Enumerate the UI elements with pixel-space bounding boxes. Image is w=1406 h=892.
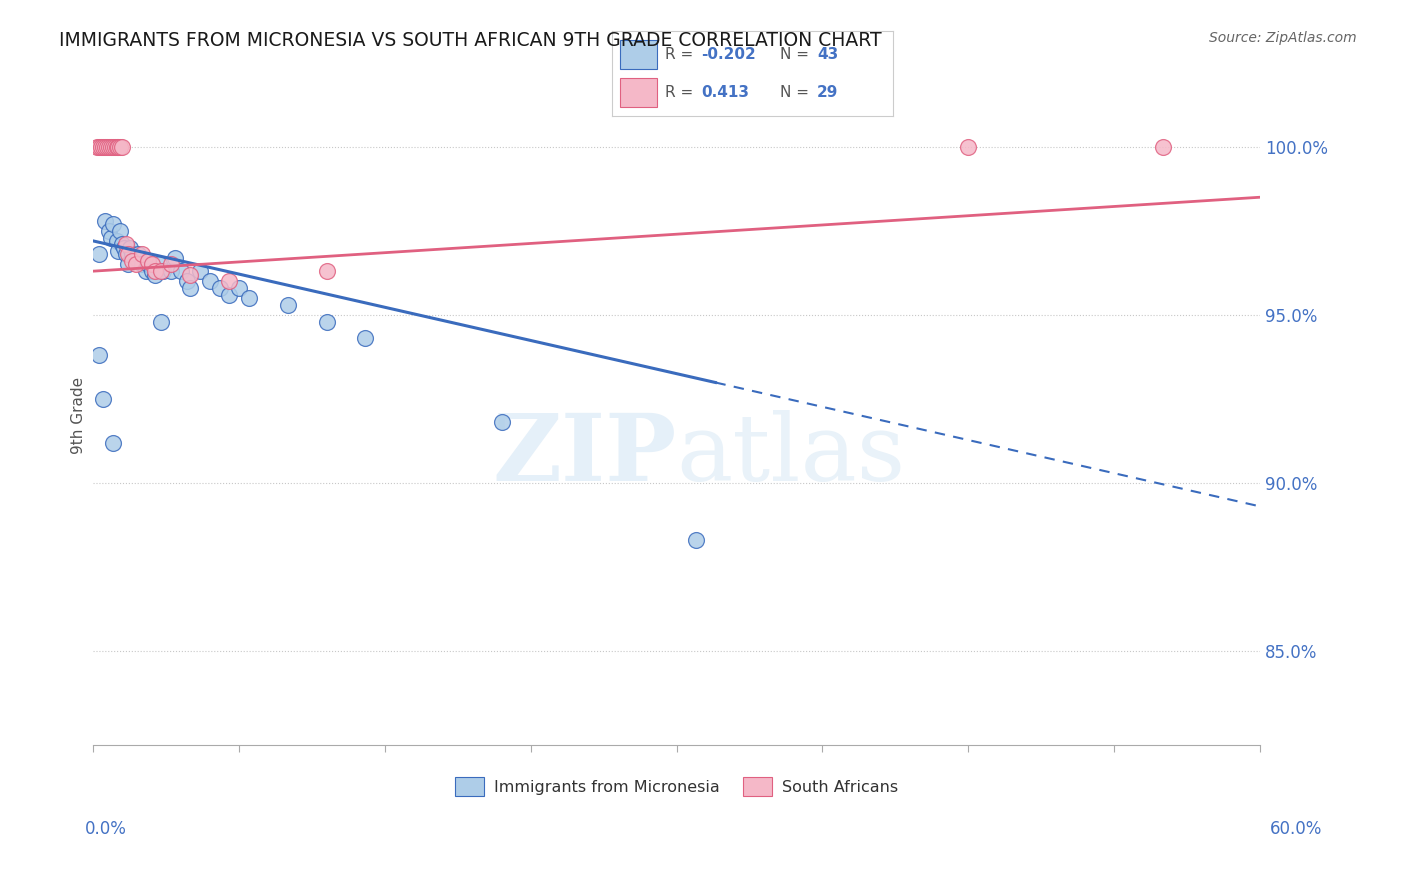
Point (121, 247, 143, 261)
Point (91, 140, 114, 154)
Point (101, 217, 124, 231)
Point (354, 331, 377, 345)
Point (163, 251, 186, 265)
Point (115, 247, 138, 261)
Point (145, 264, 167, 278)
Point (277, 298, 299, 312)
Point (96, 140, 118, 154)
Text: 29: 29 (817, 85, 838, 100)
Point (91, 392, 114, 406)
Point (141, 264, 163, 278)
Text: N =: N = (780, 47, 814, 62)
Point (87, 140, 110, 154)
Point (491, 416, 513, 430)
Point (145, 268, 167, 282)
Point (141, 257, 163, 271)
Text: Source: ZipAtlas.com: Source: ZipAtlas.com (1209, 31, 1357, 45)
Point (101, 435, 124, 450)
Point (685, 533, 707, 547)
Point (112, 241, 135, 255)
Point (176, 274, 198, 288)
Point (315, 315, 337, 329)
Point (957, 140, 980, 154)
Y-axis label: 9th Grade: 9th Grade (72, 377, 86, 454)
Point (228, 281, 250, 295)
Point (1152, 140, 1174, 154)
Legend: Immigrants from Micronesia, South Africans: Immigrants from Micronesia, South Africa… (449, 771, 904, 803)
Point (107, 140, 129, 154)
Text: N =: N = (780, 85, 814, 100)
Point (97, 140, 120, 154)
Point (136, 254, 159, 268)
Text: R =: R = (665, 85, 703, 100)
Text: IMMIGRANTS FROM MICRONESIA VS SOUTH AFRICAN 9TH GRADE CORRELATION CHART: IMMIGRANTS FROM MICRONESIA VS SOUTH AFRI… (59, 31, 882, 50)
Point (152, 264, 174, 278)
Point (111, 140, 134, 154)
Point (160, 257, 183, 271)
Text: 60.0%: 60.0% (1270, 820, 1323, 838)
Text: 0.413: 0.413 (702, 85, 749, 100)
Point (188, 264, 211, 278)
Point (110, 224, 132, 238)
Point (101, 140, 124, 154)
Point (87, 348, 110, 362)
Point (110, 140, 132, 154)
Text: atlas: atlas (676, 410, 905, 500)
Point (208, 281, 231, 295)
Point (148, 257, 170, 271)
Text: ZIP: ZIP (492, 410, 676, 500)
Point (115, 237, 138, 252)
Point (238, 291, 260, 305)
Point (97, 224, 120, 238)
Point (179, 268, 201, 282)
Text: 0.0%: 0.0% (84, 820, 127, 838)
Point (117, 257, 139, 271)
Bar (620, 40, 657, 70)
Text: R =: R = (665, 47, 699, 62)
Point (100, 230, 122, 244)
Point (111, 237, 134, 252)
Point (160, 264, 183, 278)
Point (127, 247, 149, 261)
Point (150, 264, 173, 278)
Point (198, 274, 221, 288)
Point (218, 287, 240, 301)
Point (103, 140, 125, 154)
Point (100, 140, 122, 154)
Point (170, 264, 193, 278)
Point (315, 264, 337, 278)
Point (90, 140, 112, 154)
Point (105, 234, 128, 248)
Point (125, 251, 148, 265)
Point (135, 264, 157, 278)
Point (107, 244, 129, 258)
Point (131, 247, 153, 261)
Point (105, 140, 128, 154)
Point (87, 247, 110, 261)
Text: -0.202: -0.202 (702, 47, 756, 62)
Point (121, 254, 143, 268)
Point (218, 274, 240, 288)
Point (125, 257, 148, 271)
Point (117, 247, 139, 261)
Point (120, 241, 142, 255)
Point (150, 315, 173, 329)
Point (94, 213, 117, 227)
Point (136, 257, 159, 271)
Point (86, 140, 108, 154)
Point (179, 281, 201, 295)
Point (94, 140, 117, 154)
Point (131, 257, 153, 271)
Text: 43: 43 (817, 47, 838, 62)
Bar (620, 78, 657, 108)
